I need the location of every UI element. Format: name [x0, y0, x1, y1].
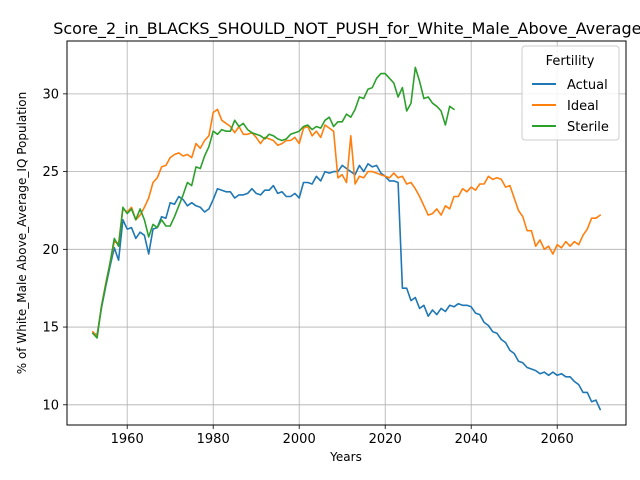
series-line-ideal — [92, 108, 602, 338]
chart-title: Score_2_in_BLACKS_SHOULD_NOT_PUSH_for_Wh… — [53, 19, 640, 39]
x-tick-label: 1980 — [197, 432, 230, 447]
y-tick-label: 30 — [42, 87, 59, 102]
axis-ticks: 1960 1980 2000 2020 2040 2060 10 15 20 25 30 — [42, 87, 573, 447]
x-axis-label: Years — [329, 450, 362, 464]
plot-frame — [66, 40, 627, 426]
x-tick-label: 2040 — [455, 432, 488, 447]
x-tick-label: 1960 — [111, 432, 144, 447]
legend-label-sterile: Sterile — [567, 120, 609, 135]
series-layer — [92, 66, 602, 411]
series-line-sterile — [92, 66, 455, 339]
x-tick-label: 2000 — [283, 432, 316, 447]
legend-title: Fertility — [546, 54, 595, 69]
y-axis-label: % of White_Male Above_Average_IQ Populat… — [15, 92, 29, 375]
y-tick-label: 10 — [42, 398, 59, 413]
legend-frame — [521, 45, 620, 141]
y-tick-label: 20 — [42, 243, 59, 258]
legend-label-actual: Actual — [567, 78, 608, 93]
y-tick-label: 25 — [42, 165, 59, 180]
y-tick-label: 15 — [42, 321, 59, 336]
series-line-actual — [92, 163, 602, 411]
x-tick-label: 2060 — [541, 432, 574, 447]
legend: Fertility Actual Ideal Sterile — [521, 45, 620, 141]
legend-label-ideal: Ideal — [567, 99, 599, 114]
x-tick-label: 2020 — [369, 432, 402, 447]
